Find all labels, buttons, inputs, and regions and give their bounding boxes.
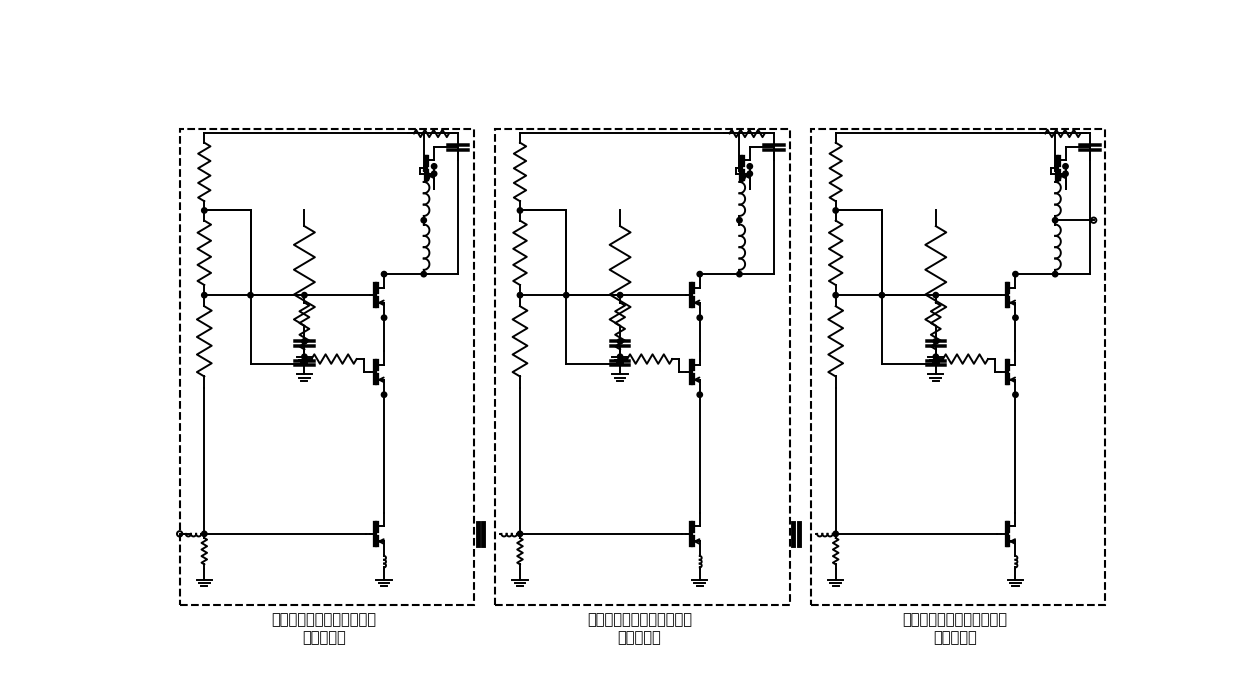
Circle shape [697,392,702,398]
Circle shape [422,218,427,223]
Circle shape [934,354,939,359]
Circle shape [517,208,523,213]
Circle shape [517,293,523,298]
Circle shape [301,293,308,298]
Circle shape [382,272,387,277]
Text: 第一级多倍频程超宽带放大
器电路单元: 第一级多倍频程超宽带放大 器电路单元 [272,612,376,645]
Circle shape [697,315,702,320]
Circle shape [833,293,838,298]
Circle shape [301,354,308,359]
Circle shape [934,293,939,298]
Circle shape [1013,315,1018,320]
Circle shape [618,354,622,359]
Circle shape [737,272,743,277]
Circle shape [202,531,207,537]
Circle shape [934,338,939,344]
Circle shape [248,293,253,298]
Circle shape [301,338,308,344]
Circle shape [432,171,436,177]
Circle shape [432,163,436,169]
Circle shape [563,293,569,298]
Circle shape [202,208,207,213]
Text: 第二级多倍频程超宽带放大
器电路单元: 第二级多倍频程超宽带放大 器电路单元 [587,612,692,645]
Circle shape [697,272,702,277]
Circle shape [422,272,427,277]
Circle shape [1013,272,1018,277]
Circle shape [618,293,622,298]
Circle shape [618,338,622,344]
Circle shape [879,293,884,298]
Circle shape [1053,272,1058,277]
Circle shape [748,171,753,177]
Circle shape [382,392,387,398]
Circle shape [1063,171,1068,177]
Circle shape [517,531,523,537]
Circle shape [1053,218,1058,223]
Circle shape [202,293,207,298]
Circle shape [1063,163,1068,169]
Circle shape [833,208,838,213]
Circle shape [748,163,753,169]
Circle shape [833,531,838,537]
Circle shape [382,315,387,320]
Circle shape [1013,392,1018,398]
Circle shape [737,218,743,223]
Text: 第三级多倍频程超宽带放大
器电路单元: 第三级多倍频程超宽带放大 器电路单元 [903,612,1008,645]
